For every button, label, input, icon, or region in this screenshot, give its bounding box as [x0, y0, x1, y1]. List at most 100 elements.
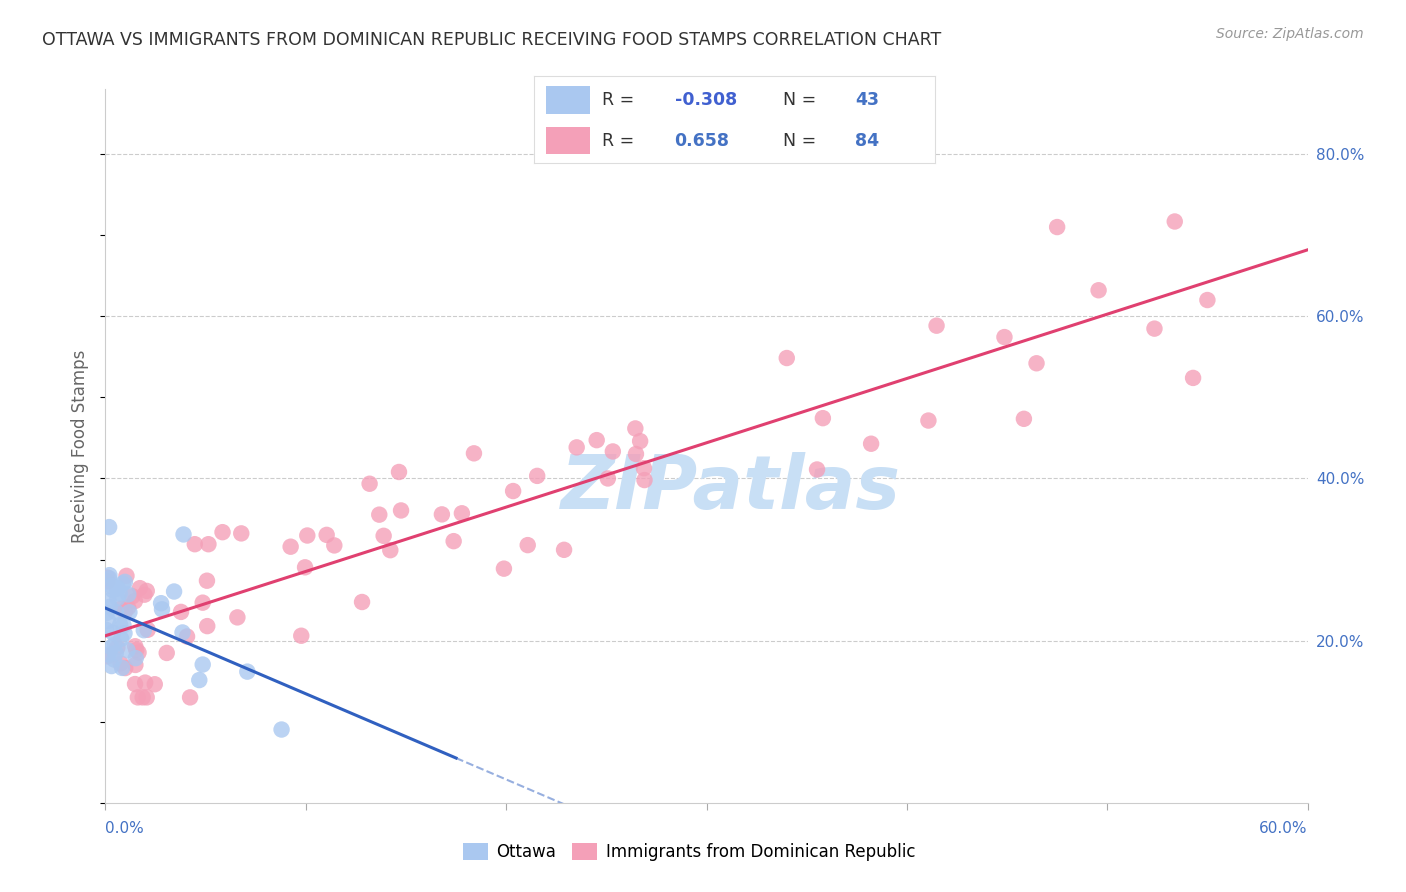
- Point: [94, 623, 117, 637]
- Point: [114, 604, 136, 618]
- Point: [176, 630, 198, 644]
- Point: [811, 411, 834, 425]
- Text: Source: ZipAtlas.com: Source: ZipAtlas.com: [1216, 27, 1364, 41]
- Point: [451, 506, 474, 520]
- Point: [380, 543, 402, 558]
- Point: [373, 529, 395, 543]
- Legend: Ottawa, Immigrants from Dominican Republic: Ottawa, Immigrants from Dominican Republ…: [456, 836, 922, 868]
- Point: [925, 318, 948, 333]
- Point: [124, 677, 146, 691]
- Point: [776, 351, 799, 365]
- Point: [136, 623, 159, 637]
- Point: [100, 640, 122, 655]
- Point: [163, 584, 186, 599]
- Point: [97, 648, 120, 662]
- Point: [135, 690, 157, 705]
- Text: 60.0%: 60.0%: [1260, 822, 1308, 836]
- Bar: [547, 87, 591, 114]
- Point: [624, 447, 647, 461]
- Point: [993, 330, 1015, 344]
- Point: [105, 640, 128, 655]
- Point: [96, 649, 118, 664]
- Point: [602, 444, 624, 458]
- Point: [270, 723, 292, 737]
- Point: [1143, 321, 1166, 335]
- Point: [143, 677, 166, 691]
- Point: [1087, 283, 1109, 297]
- Point: [173, 527, 195, 541]
- Point: [236, 665, 259, 679]
- Point: [184, 537, 207, 551]
- Point: [596, 471, 619, 485]
- Point: [103, 652, 125, 666]
- Point: [107, 591, 129, 606]
- Point: [98, 599, 121, 614]
- Point: [108, 618, 131, 632]
- Point: [134, 588, 156, 602]
- Point: [297, 528, 319, 542]
- Point: [917, 413, 939, 427]
- Point: [98, 568, 121, 582]
- Point: [553, 542, 575, 557]
- Point: [110, 632, 132, 646]
- Point: [98, 520, 121, 534]
- Point: [112, 618, 135, 632]
- Point: [565, 441, 588, 455]
- Point: [97, 594, 120, 608]
- Point: [170, 605, 193, 619]
- Point: [294, 560, 316, 574]
- Point: [104, 646, 127, 660]
- Point: [124, 657, 146, 672]
- Point: [585, 433, 607, 447]
- Point: [131, 690, 153, 705]
- Text: R =: R =: [602, 131, 645, 150]
- Point: [132, 624, 155, 638]
- Point: [134, 675, 156, 690]
- Point: [111, 576, 134, 591]
- Point: [1182, 371, 1205, 385]
- Point: [1164, 214, 1187, 228]
- Point: [101, 583, 124, 598]
- Point: [195, 574, 218, 588]
- Point: [115, 569, 138, 583]
- Point: [117, 600, 139, 615]
- Point: [188, 673, 211, 687]
- Point: [290, 629, 312, 643]
- Point: [103, 638, 125, 652]
- Point: [129, 581, 152, 595]
- Point: [104, 605, 127, 619]
- Point: [443, 534, 465, 549]
- Point: [1025, 356, 1047, 370]
- Point: [125, 643, 148, 657]
- Point: [1197, 293, 1219, 307]
- Point: [128, 646, 150, 660]
- Point: [516, 538, 538, 552]
- Text: N =: N =: [783, 131, 821, 150]
- Point: [118, 605, 141, 619]
- Point: [368, 508, 391, 522]
- Point: [150, 596, 173, 610]
- Point: [150, 602, 173, 616]
- Text: OTTAWA VS IMMIGRANTS FROM DOMINICAN REPUBLIC RECEIVING FOOD STAMPS CORRELATION C: OTTAWA VS IMMIGRANTS FROM DOMINICAN REPU…: [42, 31, 942, 49]
- Point: [100, 659, 122, 673]
- Point: [624, 421, 647, 435]
- Point: [1012, 412, 1035, 426]
- Point: [135, 583, 157, 598]
- Point: [463, 446, 485, 460]
- Text: R =: R =: [602, 91, 640, 110]
- Point: [124, 640, 146, 654]
- Point: [231, 526, 253, 541]
- Text: 43: 43: [855, 91, 879, 110]
- Text: ZIPatlas: ZIPatlas: [561, 452, 901, 525]
- Point: [352, 595, 374, 609]
- Point: [359, 476, 381, 491]
- Point: [526, 468, 548, 483]
- Point: [211, 525, 233, 540]
- Point: [110, 657, 132, 671]
- Point: [195, 619, 218, 633]
- Point: [323, 538, 346, 552]
- Text: 84: 84: [855, 131, 879, 150]
- Point: [806, 462, 828, 476]
- Point: [388, 465, 411, 479]
- Point: [107, 582, 129, 596]
